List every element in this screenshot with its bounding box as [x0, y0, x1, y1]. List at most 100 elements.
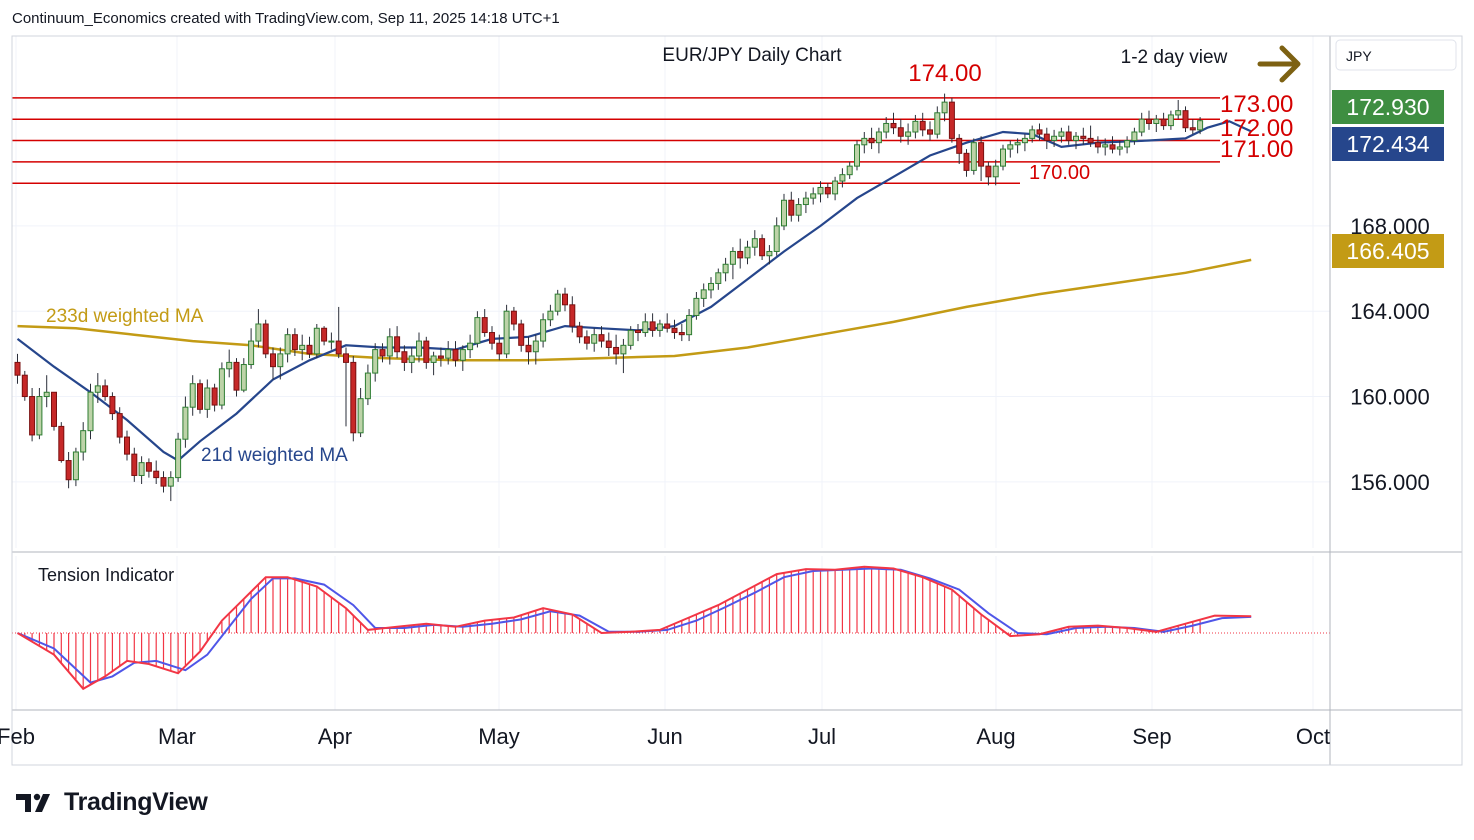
- candle-95: [708, 277, 714, 299]
- candle-51: [386, 328, 393, 365]
- candle-16: [131, 447, 138, 482]
- candle-127: [941, 93, 948, 122]
- candle-149: [1102, 138, 1109, 156]
- candle-body-82: [613, 346, 620, 355]
- candle-body-14: [116, 413, 123, 438]
- candle-39: [299, 334, 306, 361]
- candle-137: [1014, 138, 1021, 154]
- candle-body-15: [124, 436, 130, 455]
- candle-42: [321, 326, 328, 346]
- candle-31: [240, 358, 247, 393]
- candle-body-131: [970, 142, 977, 171]
- candle-body-103: [766, 250, 773, 257]
- candle-54: [408, 347, 415, 374]
- candle-body-105: [781, 199, 787, 227]
- candle-body-159: [1175, 110, 1182, 116]
- candle-body-150: [1109, 144, 1116, 150]
- candle-53: [401, 345, 408, 371]
- chart-outline: [11, 35, 1463, 766]
- tradingview-brand-name: TradingView: [64, 788, 208, 816]
- candle-body-87: [649, 321, 656, 331]
- candle-body-46: [350, 361, 357, 434]
- candle-13: [109, 392, 116, 420]
- price-axis: 156.000160.000164.000168.000JPY172.93017…: [0, 39, 1457, 749]
- candle-155: [1146, 110, 1152, 130]
- candle-body-118: [875, 131, 882, 144]
- candle-body-28: [218, 368, 225, 406]
- candle-119: [883, 117, 890, 139]
- candle-50: [379, 343, 386, 363]
- candle-3: [36, 388, 43, 440]
- candle-102: [759, 234, 766, 260]
- candle-158: [1167, 110, 1174, 130]
- candle-body-92: [686, 314, 693, 336]
- candle-body-50: [379, 349, 386, 357]
- ma233-label: 233d weighted MA: [46, 306, 204, 327]
- candle-body-66: [496, 342, 503, 355]
- candle-134: [992, 159, 999, 186]
- candle-83: [620, 338, 627, 374]
- candle-body-127: [941, 101, 948, 114]
- candle-26: [204, 379, 211, 418]
- candle-139: [1029, 125, 1036, 143]
- candle-body-60: [452, 349, 459, 361]
- tradingview-logo[interactable]: TradingView: [16, 788, 208, 817]
- candle-body-89: [664, 323, 671, 329]
- candle-88: [656, 319, 663, 337]
- candle-body-53: [401, 351, 408, 363]
- candle-body-112: [832, 180, 839, 195]
- x-tick-label-Feb: Feb: [0, 724, 35, 749]
- candle-2: [29, 388, 36, 442]
- candle-body-9: [80, 430, 87, 453]
- candle-86: [642, 313, 649, 337]
- candle-15: [124, 430, 130, 461]
- candle-1: [21, 370, 28, 401]
- ma21-value-badge: [1332, 127, 1444, 161]
- candle-body-79: [591, 334, 598, 344]
- candle-body-59: [445, 349, 452, 359]
- ma21-label: 21d weighted MA: [201, 445, 348, 466]
- candle-body-80: [598, 334, 605, 342]
- candle-85: [635, 324, 641, 342]
- x-tick-label-Mar: Mar: [158, 724, 196, 749]
- candle-130: [963, 149, 970, 177]
- candle-body-91: [678, 332, 685, 336]
- candle-41: [313, 324, 320, 359]
- candle-body-55: [416, 340, 422, 357]
- candle-body-31: [240, 364, 247, 391]
- candle-body-25: [197, 383, 203, 410]
- candle-body-151: [1116, 146, 1123, 150]
- candle-body-65: [489, 332, 495, 344]
- candle-48: [364, 364, 371, 406]
- ma21-value-badge-text: 172.434: [1346, 131, 1429, 157]
- candle-124: [919, 112, 926, 137]
- candle-65: [489, 326, 495, 350]
- candle-body-16: [131, 453, 138, 476]
- candle-110: [817, 181, 824, 203]
- candle-154: [1138, 112, 1145, 137]
- candle-body-2: [29, 396, 36, 436]
- candle-body-5: [51, 391, 57, 427]
- candle-7: [65, 452, 72, 489]
- candle-146: [1080, 127, 1087, 145]
- level-label-172.00: 172.00: [1220, 115, 1293, 142]
- candle-body-124: [919, 120, 926, 131]
- candle-33: [255, 309, 262, 348]
- candle-body-23: [182, 406, 189, 440]
- candle-138: [1021, 134, 1028, 152]
- candle-body-40: [306, 344, 313, 355]
- candle-36: [277, 347, 284, 380]
- candle-113: [839, 168, 846, 188]
- chart-annotations: EUR/JPY Daily Chart 1-2 day view 174.00 173…: [38, 45, 1301, 585]
- candle-body-24: [189, 383, 196, 408]
- candle-58: [437, 347, 444, 367]
- candle-body-136: [1007, 144, 1014, 150]
- candle-body-162: [1197, 120, 1204, 131]
- candle-114: [846, 161, 853, 179]
- candle-body-117: [868, 137, 875, 144]
- candle-body-54: [408, 355, 415, 363]
- candle-body-120: [890, 122, 897, 129]
- candle-body-132: [978, 142, 985, 167]
- candle-136: [1007, 140, 1014, 158]
